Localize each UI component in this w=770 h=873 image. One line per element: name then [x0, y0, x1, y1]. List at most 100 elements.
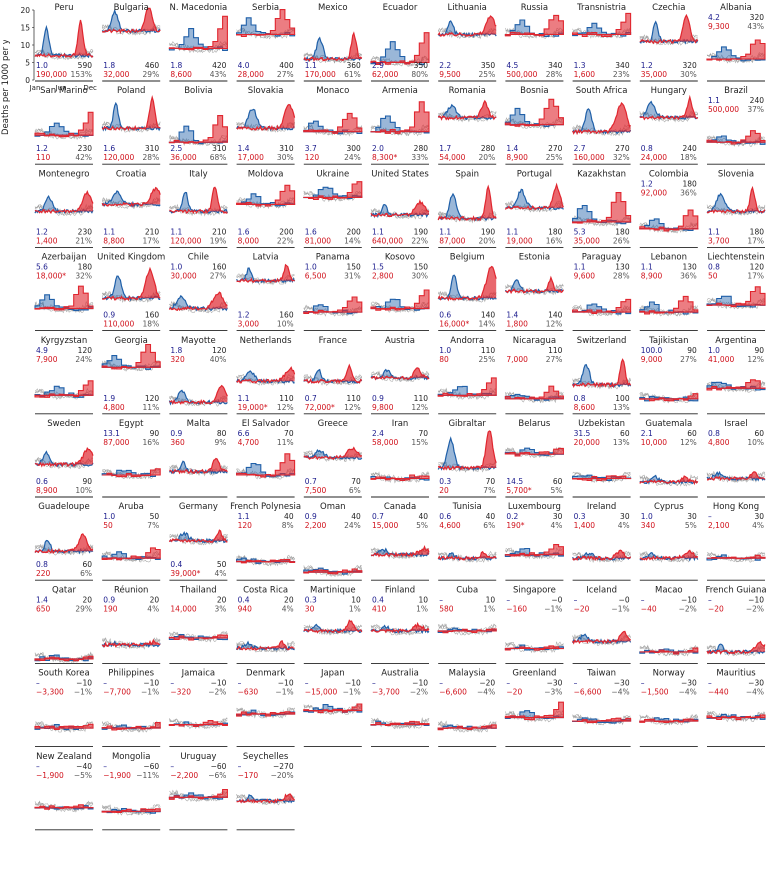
- series-year2: [303, 619, 363, 634]
- panel-ratio: –: [170, 762, 174, 771]
- panel-iran: Iran 2.4 70 58,000 15%: [370, 419, 430, 498]
- panel-czechia: Czechia 1.2 320 35,000 30%: [639, 3, 699, 82]
- panel-rank: 420: [212, 61, 227, 70]
- series-year2: [236, 559, 296, 564]
- panel-ratio: 6.6: [238, 429, 250, 438]
- panel-slovakia: Slovakia 1.4 310 17,000 30%: [236, 86, 296, 165]
- panel-ratio: 1.1: [574, 263, 586, 272]
- panel-ratio: 1.1: [506, 227, 518, 236]
- panel-spain: Spain 1.1 190 87,000 20%: [437, 169, 497, 248]
- panel-excess: 8,900: [641, 272, 663, 281]
- panel-rank: 300: [346, 144, 361, 153]
- panel-ratio: 0.4: [372, 595, 384, 604]
- panel-excess-pct: 12%: [680, 438, 697, 447]
- series-year2: [572, 475, 632, 482]
- panel-rank: 130: [682, 263, 697, 272]
- panel-ratio: 0.6: [439, 311, 451, 320]
- panel-rank: −10: [345, 679, 361, 688]
- panel-country: Serbia: [252, 3, 279, 13]
- panel-country: Armenia: [382, 86, 418, 96]
- panel-excess-pct: 12%: [546, 320, 563, 329]
- panel-country: Greece: [318, 419, 348, 429]
- panel-israel: Israel 0.8 60 4,800 10%: [706, 419, 766, 498]
- y-tick-label: 20: [20, 6, 30, 15]
- panel-san-marino: San Marino 1.2 230 110 42%: [34, 86, 94, 165]
- y-tick-label: 15: [20, 24, 30, 33]
- series-year2: [168, 15, 228, 51]
- panel-excess-pct: −11%: [136, 771, 159, 780]
- series-year2-area: [505, 277, 564, 293]
- panel-rank: 110: [481, 346, 496, 355]
- panel-rank: 270: [615, 144, 630, 153]
- panel-excess-pct: 61%: [344, 70, 361, 79]
- panel-rank: 110: [279, 394, 294, 403]
- panel-country: Spain: [455, 169, 479, 179]
- series-year2: [504, 182, 564, 211]
- panel-excess: 87,000: [103, 438, 129, 447]
- panel-rank: −60: [143, 762, 159, 771]
- series-year2-area: [639, 15, 698, 44]
- panel-bosnia: Bosnia 1.4 270 8,900 25%: [504, 86, 564, 165]
- panel-excess: 36,000: [170, 153, 196, 162]
- panel-excess-pct: 29%: [143, 70, 160, 79]
- panel-rank: 360: [346, 61, 361, 70]
- panel-ratio: 0.6: [439, 512, 451, 521]
- panel-excess-pct: 11%: [277, 438, 294, 447]
- series-year1: [504, 279, 564, 294]
- panel-country: Finland: [385, 585, 415, 595]
- series-year2: [34, 655, 94, 662]
- series-year2: [504, 385, 564, 400]
- panel-rank: 110: [346, 394, 361, 403]
- panel-rank: 160: [145, 311, 160, 320]
- panel-excess: 9,300: [708, 22, 730, 31]
- panel-excess: 500,000: [708, 105, 739, 114]
- panel-excess: 580: [439, 604, 454, 613]
- panel-country: Ireland: [587, 502, 616, 512]
- panel-excess-pct: 4%: [752, 521, 764, 530]
- panel-excess: 30: [305, 604, 315, 613]
- series-year2: [236, 366, 296, 384]
- panel-austria: Austria 0.9 110 9,800 12%: [370, 336, 430, 415]
- panel-excess: −40: [641, 604, 657, 613]
- panel-south-africa: South Africa 2.7 270 160,000 32%: [572, 86, 632, 165]
- series-year2: [169, 384, 228, 406]
- panel-ratio: –: [305, 679, 309, 688]
- panel-excess: 1,600: [574, 70, 596, 79]
- series-year2-area: [371, 623, 429, 633]
- series-year2: [437, 265, 497, 302]
- panel-country: Malaysia: [449, 669, 486, 679]
- panel-ratio: 2.2: [439, 61, 451, 70]
- panel-excess-pct: 33%: [411, 153, 428, 162]
- panel-excess: 8,900: [36, 486, 58, 495]
- series-year2: [572, 298, 632, 314]
- panel-rank: −10: [681, 595, 697, 604]
- panel-ratio: 1.1: [305, 61, 317, 70]
- panel-country: Russia: [521, 3, 548, 13]
- panel-country: Estonia: [519, 253, 550, 263]
- panel-excess-pct: 30%: [411, 272, 428, 281]
- series-year1-area: [169, 390, 228, 404]
- panel-excess-pct: −1%: [611, 604, 629, 613]
- panel-country: Oman: [320, 502, 346, 512]
- panel-excess-pct: 18%: [143, 320, 160, 329]
- panel-country: Thailand: [179, 585, 217, 595]
- panel-country: Paraguay: [582, 253, 622, 263]
- panel-rank: 590: [78, 61, 93, 70]
- panel-excess: −20: [708, 604, 724, 613]
- series-year1-area: [102, 103, 161, 130]
- panel-rank: 90: [754, 346, 764, 355]
- panel-russia: Russia 4.5 340 500,000 28%: [504, 3, 564, 82]
- panel-hungary: Hungary 0.8 240 24,000 18%: [639, 86, 699, 165]
- series-year1-area: [505, 279, 564, 293]
- panel-ratio: 1.1: [238, 512, 250, 521]
- panel-country: Liechtenstein: [707, 253, 764, 263]
- panel-ratio: 1.0: [708, 346, 720, 355]
- panel-excess-pct: 14%: [344, 236, 361, 245]
- panel-ratio: –: [103, 762, 107, 771]
- panel-ratio: 1.6: [103, 144, 115, 153]
- panel-excess: 19,000*: [238, 403, 268, 412]
- series-year2: [236, 263, 295, 284]
- panel-excess: 190,000: [36, 70, 67, 79]
